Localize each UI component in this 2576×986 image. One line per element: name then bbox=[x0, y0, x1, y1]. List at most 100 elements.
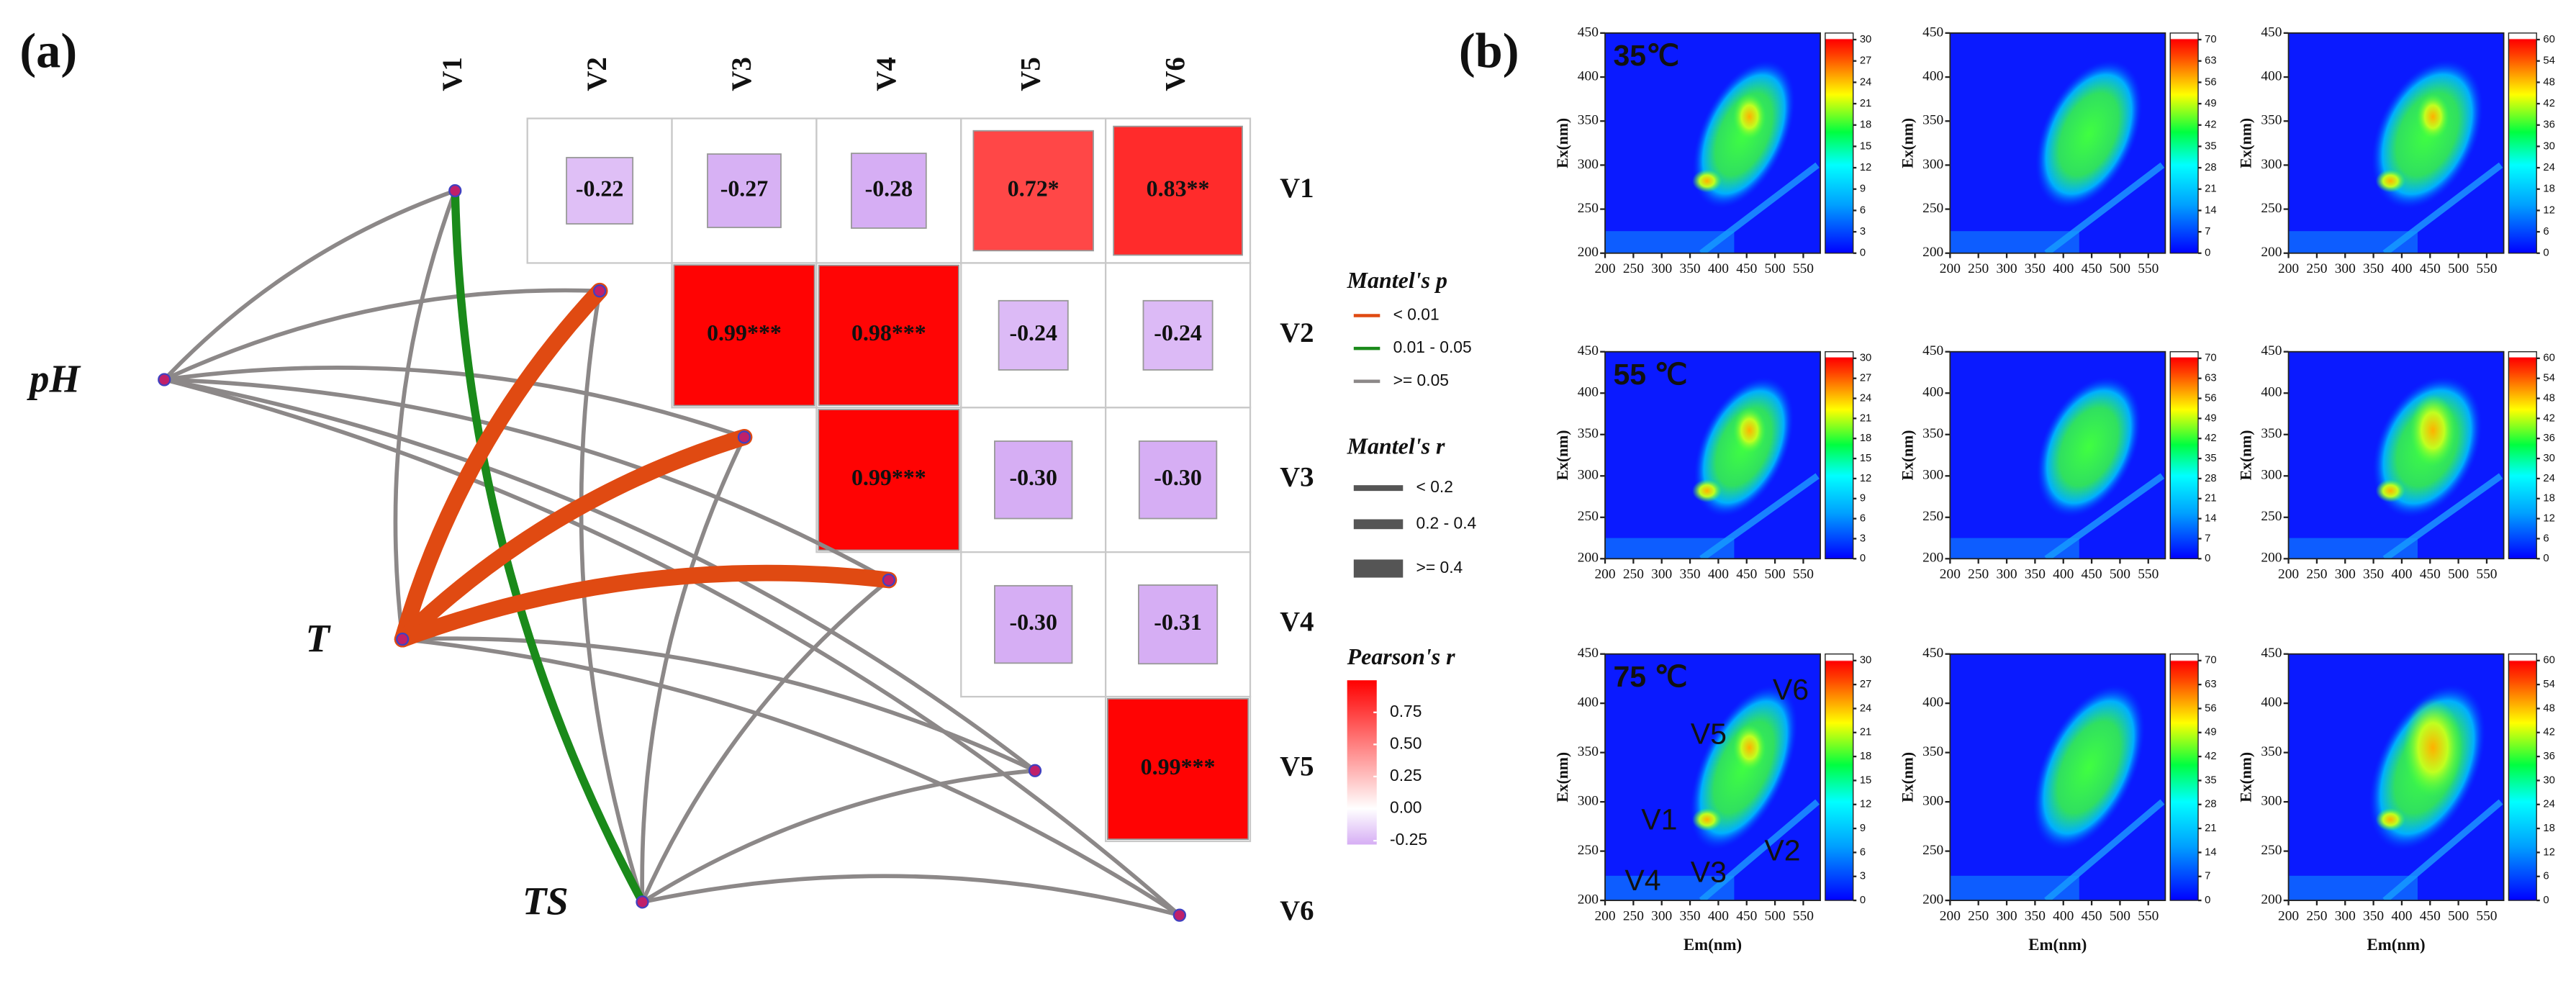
row-label: V4 bbox=[1280, 607, 1314, 638]
colorbar-tick-label: 54 bbox=[2543, 55, 2555, 67]
y-tick-label: 350 bbox=[1922, 426, 1943, 441]
row-label: V2 bbox=[1280, 317, 1314, 348]
mantel-link bbox=[394, 428, 753, 648]
cell-label: 0.99*** bbox=[851, 465, 926, 490]
row-label: V6 bbox=[1280, 895, 1314, 926]
y-tick-label: 250 bbox=[1578, 201, 1599, 216]
colorbar-tick-label: 0.50 bbox=[1390, 733, 1422, 752]
colorbar-tick-label: 6 bbox=[1860, 204, 1866, 216]
cell-square bbox=[850, 153, 927, 229]
y-tick-label: 200 bbox=[2261, 245, 2282, 260]
colorbar-tick-label: 21 bbox=[1860, 98, 1872, 109]
x-tick-label: 450 bbox=[2082, 261, 2102, 276]
x-tick-label: 500 bbox=[1765, 908, 1786, 923]
x-tick-label: 300 bbox=[1996, 261, 2017, 276]
y-tick-label: 300 bbox=[1922, 794, 1943, 809]
y-axis-label: Ex(nm) bbox=[2237, 752, 2254, 802]
colorbar-tick-label: 42 bbox=[2205, 119, 2217, 131]
colorbar-tick-label: 60 bbox=[2543, 34, 2555, 45]
colorbar-tick-label: 12 bbox=[2543, 204, 2555, 216]
peak-label: V2 bbox=[1764, 834, 1800, 867]
colorbar-tick-label: 12 bbox=[2543, 846, 2555, 858]
cell-square bbox=[707, 153, 782, 228]
legend-label: < 0.01 bbox=[1393, 305, 1440, 324]
legend-swatch bbox=[1353, 485, 1404, 492]
colorbar-tick-label: 27 bbox=[1860, 55, 1872, 67]
cell-label: 0.99*** bbox=[1141, 754, 1216, 779]
x-tick-label: 450 bbox=[1736, 261, 1757, 276]
low-band bbox=[1605, 875, 1735, 901]
y-tick-label: 250 bbox=[2261, 843, 2282, 858]
colorbar-tick-label: 18 bbox=[2543, 493, 2555, 505]
colorbar-tick-label: 30 bbox=[2543, 774, 2555, 786]
y-tick-label: 400 bbox=[1922, 385, 1943, 400]
colorbar-tick-label: 54 bbox=[2543, 679, 2555, 690]
low-band bbox=[2288, 231, 2418, 253]
cell-square bbox=[1138, 584, 1219, 665]
y-tick-label: 450 bbox=[1578, 343, 1599, 358]
eem-plot bbox=[1950, 351, 2166, 559]
colorbar bbox=[1825, 653, 1854, 901]
x-tick-label: 250 bbox=[1623, 567, 1644, 582]
colorbar-tick-label: 18 bbox=[1860, 433, 1872, 444]
x-tick-label: 400 bbox=[1708, 567, 1729, 582]
y-tick-label: 350 bbox=[1578, 113, 1599, 128]
plot-frame bbox=[1949, 32, 2166, 254]
y-tick-label: 450 bbox=[1578, 24, 1599, 40]
y-tick-label: 250 bbox=[1578, 509, 1599, 524]
x-tick-label: 350 bbox=[2363, 261, 2384, 276]
colorbar-tick-label: 54 bbox=[2543, 373, 2555, 384]
column-label: V3 bbox=[726, 57, 757, 91]
colorbar-tick-label: 28 bbox=[2205, 473, 2217, 484]
cell-label: 0.72* bbox=[1008, 176, 1059, 201]
colorbar-tick-label: 70 bbox=[2205, 34, 2217, 45]
plot-frame bbox=[2287, 32, 2505, 254]
y-tick-label: 450 bbox=[2261, 343, 2282, 358]
y-tick-label: 200 bbox=[1922, 245, 1943, 260]
y-axis-label: Ex(nm) bbox=[1554, 752, 1571, 802]
x-tick-label: 250 bbox=[2306, 567, 2327, 582]
x-tick-label: 450 bbox=[2420, 908, 2441, 923]
colorbar-tick-label: 18 bbox=[2543, 823, 2555, 834]
low-band bbox=[2288, 875, 2418, 901]
colorbar-tick-label: 12 bbox=[1860, 162, 1872, 173]
y-tick-label: 250 bbox=[1922, 843, 1943, 858]
legend-label: >= 0.05 bbox=[1393, 371, 1449, 389]
x-tick-label: 300 bbox=[2335, 567, 2356, 582]
x-tick-label: 500 bbox=[2448, 908, 2469, 923]
plot-frame bbox=[2287, 350, 2505, 560]
x-tick-label: 300 bbox=[1651, 567, 1672, 582]
cell-label: -0.31 bbox=[1154, 610, 1202, 635]
colorbar-tick-label: 21 bbox=[2205, 184, 2217, 195]
colorbar-tick-label: 35 bbox=[2205, 140, 2217, 152]
colorbar-tick-label: 42 bbox=[2543, 412, 2555, 424]
x-tick-label: 550 bbox=[2476, 567, 2497, 582]
cell-label: 0.83** bbox=[1147, 176, 1210, 201]
column-label: V4 bbox=[871, 57, 902, 91]
eem-plot bbox=[1605, 351, 1821, 559]
y-tick-label: 450 bbox=[1922, 646, 1943, 661]
mantel-link bbox=[162, 189, 458, 382]
x-tick-label: 500 bbox=[2448, 567, 2469, 582]
colorbar-tick-label: 28 bbox=[2205, 162, 2217, 173]
plot-frame bbox=[1949, 653, 2166, 901]
colorbar-tick-label: 24 bbox=[1860, 392, 1872, 404]
x-tick-label: 200 bbox=[1940, 261, 1961, 276]
colorbar-tick-label: 14 bbox=[2205, 846, 2217, 858]
colorbar-tick-label: 49 bbox=[2205, 98, 2217, 109]
colorbar-tick-label: 0 bbox=[2543, 553, 2549, 564]
peak-label: V5 bbox=[1691, 718, 1727, 751]
x-tick-label: 250 bbox=[1968, 261, 1989, 276]
env-label: TS bbox=[523, 879, 569, 923]
colorbar-tick-label: 30 bbox=[2543, 453, 2555, 464]
cell-label: -0.27 bbox=[720, 176, 769, 201]
colorbar-tick-label: 0 bbox=[1860, 248, 1866, 259]
colorbar-tick-label: 12 bbox=[1860, 473, 1872, 484]
temperature-label: 55 ℃ bbox=[1613, 358, 1687, 391]
colorbar-tick-label: 0 bbox=[2205, 895, 2210, 906]
y-tick-label: 200 bbox=[1578, 245, 1599, 260]
cell-square bbox=[1138, 440, 1218, 520]
node bbox=[448, 184, 462, 198]
x-tick-label: 400 bbox=[2391, 908, 2412, 923]
colorbar-tick-label: 42 bbox=[2205, 751, 2217, 762]
